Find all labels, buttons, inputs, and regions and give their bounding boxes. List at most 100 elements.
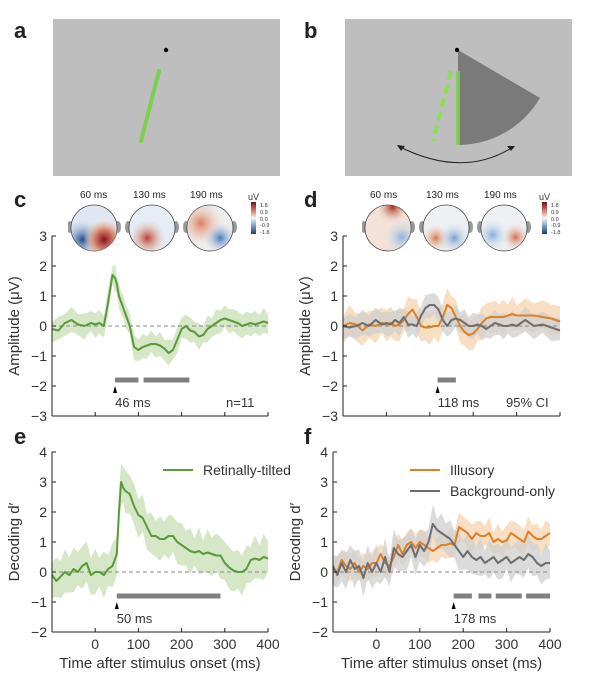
stimulus-background <box>53 19 280 176</box>
significance-bar <box>478 593 492 599</box>
y-axis-label: Amplitude (μV) <box>6 276 23 376</box>
series-line-background-only <box>332 523 550 579</box>
fixation-dot <box>454 47 460 53</box>
colorbar-tick: 0.9 <box>260 210 268 216</box>
ci-band-background-only <box>333 504 550 598</box>
colorbar-c: uV 1.8 0.9 0.0 -0.9 -1.8 <box>248 192 269 236</box>
colorbar-tick: 0.9 <box>551 210 559 216</box>
topomaps-c <box>68 204 237 252</box>
x-axis-label: Time after stimulus onset (ms) <box>59 655 260 672</box>
y-axis-label: Amplitude (μV) <box>297 276 314 376</box>
y-tick-label: 4 <box>320 444 328 460</box>
colorbar-tick: -1.8 <box>260 230 269 236</box>
y-tick-label: 0 <box>39 564 47 580</box>
y-tick-label: 1 <box>320 534 328 550</box>
x-tick-label: 0 <box>91 636 99 652</box>
chart-e: 4 3 2 1 0 −1 −2 0 100 200 300 400 Decoding d′ Time af… <box>6 444 291 672</box>
series-line-retinally-tilted <box>51 274 269 354</box>
y-tick-label: 2 <box>39 258 47 274</box>
x-axis-label: Time after stimulus onset (ms) <box>341 655 542 672</box>
x-tick-label: 100 <box>408 636 432 652</box>
ci-label: 95% CI <box>506 395 549 410</box>
topomap-time-label: 60 ms <box>370 190 398 201</box>
arrowhead-left-icon <box>397 145 405 151</box>
stimulus-panel-a <box>53 19 280 176</box>
y-tick-label: −2 <box>31 624 47 640</box>
panel-label-c: c <box>14 187 27 212</box>
colorbar-d: uV 1.8 0.9 0.0 -0.9 -1.8 <box>539 192 560 236</box>
y-tick-label: 1 <box>39 288 47 304</box>
topomap-time-label: 130 ms <box>133 190 166 201</box>
colorbar-tick: 1.8 <box>260 203 268 209</box>
x-tick-label: 300 <box>495 636 519 652</box>
y-tick-label: 3 <box>39 474 47 490</box>
y-tick-label: −1 <box>31 348 47 364</box>
y-tick-label: −3 <box>31 408 47 424</box>
y-tick-label: 0 <box>330 318 338 334</box>
panel-label-b: b <box>304 18 318 43</box>
onset-marker-icon <box>114 602 119 609</box>
topomap-time-label: 190 ms <box>484 190 517 201</box>
y-tick-label: −3 <box>322 408 338 424</box>
panel-label-a: a <box>14 18 27 43</box>
significance-bar <box>453 593 472 599</box>
panel-label-d: d <box>304 187 318 212</box>
y-tick-label: 1 <box>39 534 47 550</box>
onset-marker-icon <box>113 386 118 393</box>
ci-band-retinally-tilted <box>52 463 268 599</box>
chart-f: 4 3 2 1 0 −1 −2 0 100 200 300 400 Decoding d′ Time af… <box>290 444 562 672</box>
topomap-time-label: 190 ms <box>190 190 223 201</box>
y-tick-label: 0 <box>39 318 47 334</box>
y-axis-label: Decoding d′ <box>290 502 304 581</box>
topomap-row-c: 60 ms 130 ms 190 ms <box>72 190 312 250</box>
arrowhead-right-icon <box>507 146 515 151</box>
y-tick-label: 3 <box>320 474 328 490</box>
rotation-arrow <box>397 145 514 164</box>
topomap-row-d: 60 ms 130 ms 190 ms <box>368 190 600 210</box>
y-tick-label: −1 <box>312 594 328 610</box>
significance-bar <box>143 377 190 383</box>
x-tick-label: 400 <box>538 636 562 652</box>
topomap-130ms <box>125 204 179 252</box>
y-tick-label: −2 <box>31 378 47 394</box>
series-line-illusory <box>342 304 561 336</box>
fixation-dot <box>163 47 169 53</box>
topomap-60ms <box>362 204 415 252</box>
y-axis-label: Decoding d′ <box>6 502 23 581</box>
significance-bar <box>495 593 522 599</box>
y-tick-label: −2 <box>322 378 338 394</box>
y-tick-label: 2 <box>330 258 338 274</box>
topomap-130ms <box>419 204 473 252</box>
topomap-time-label: 60 ms <box>80 190 108 201</box>
onset-label: 50 ms <box>117 611 153 626</box>
significance-bar <box>116 593 221 599</box>
colorbar-tick: -0.9 <box>260 223 269 229</box>
colorbar-tick: -0.9 <box>551 223 560 229</box>
series-line-background-only <box>342 304 561 332</box>
legend-label: Retinally-tilted <box>203 462 291 478</box>
colorbar-tick: -1.8 <box>551 230 560 236</box>
onset-marker-icon <box>435 386 440 393</box>
topomap-190ms <box>477 204 531 252</box>
y-tick-label: 2 <box>39 504 47 520</box>
topomap-190ms <box>183 204 237 252</box>
colorbar-gradient <box>251 202 256 234</box>
colorbar-unit: uV <box>539 192 550 202</box>
x-tick-label: 100 <box>127 636 151 652</box>
topomaps-d <box>362 204 531 252</box>
y-tick-label: 2 <box>320 504 328 520</box>
series-line-retinally-tilted <box>51 481 269 582</box>
colorbar-tick: 1.8 <box>551 203 559 209</box>
y-tick-label: 4 <box>39 444 47 460</box>
x-tick-label: 400 <box>256 636 280 652</box>
legend-label: Illusory <box>450 462 494 478</box>
rotating-wedge <box>458 50 540 145</box>
chart-c: 3 2 1 0 −1 −2 −3 Amplitude (μV) 46 ms n=11 <box>6 228 269 424</box>
sample-size-label: n=11 <box>226 395 254 410</box>
x-tick-label: 300 <box>213 636 237 652</box>
significance-bar <box>115 377 139 383</box>
y-tick-label: −2 <box>312 624 328 640</box>
y-tick-label: 3 <box>330 228 338 244</box>
x-tick-label: 200 <box>170 636 194 652</box>
